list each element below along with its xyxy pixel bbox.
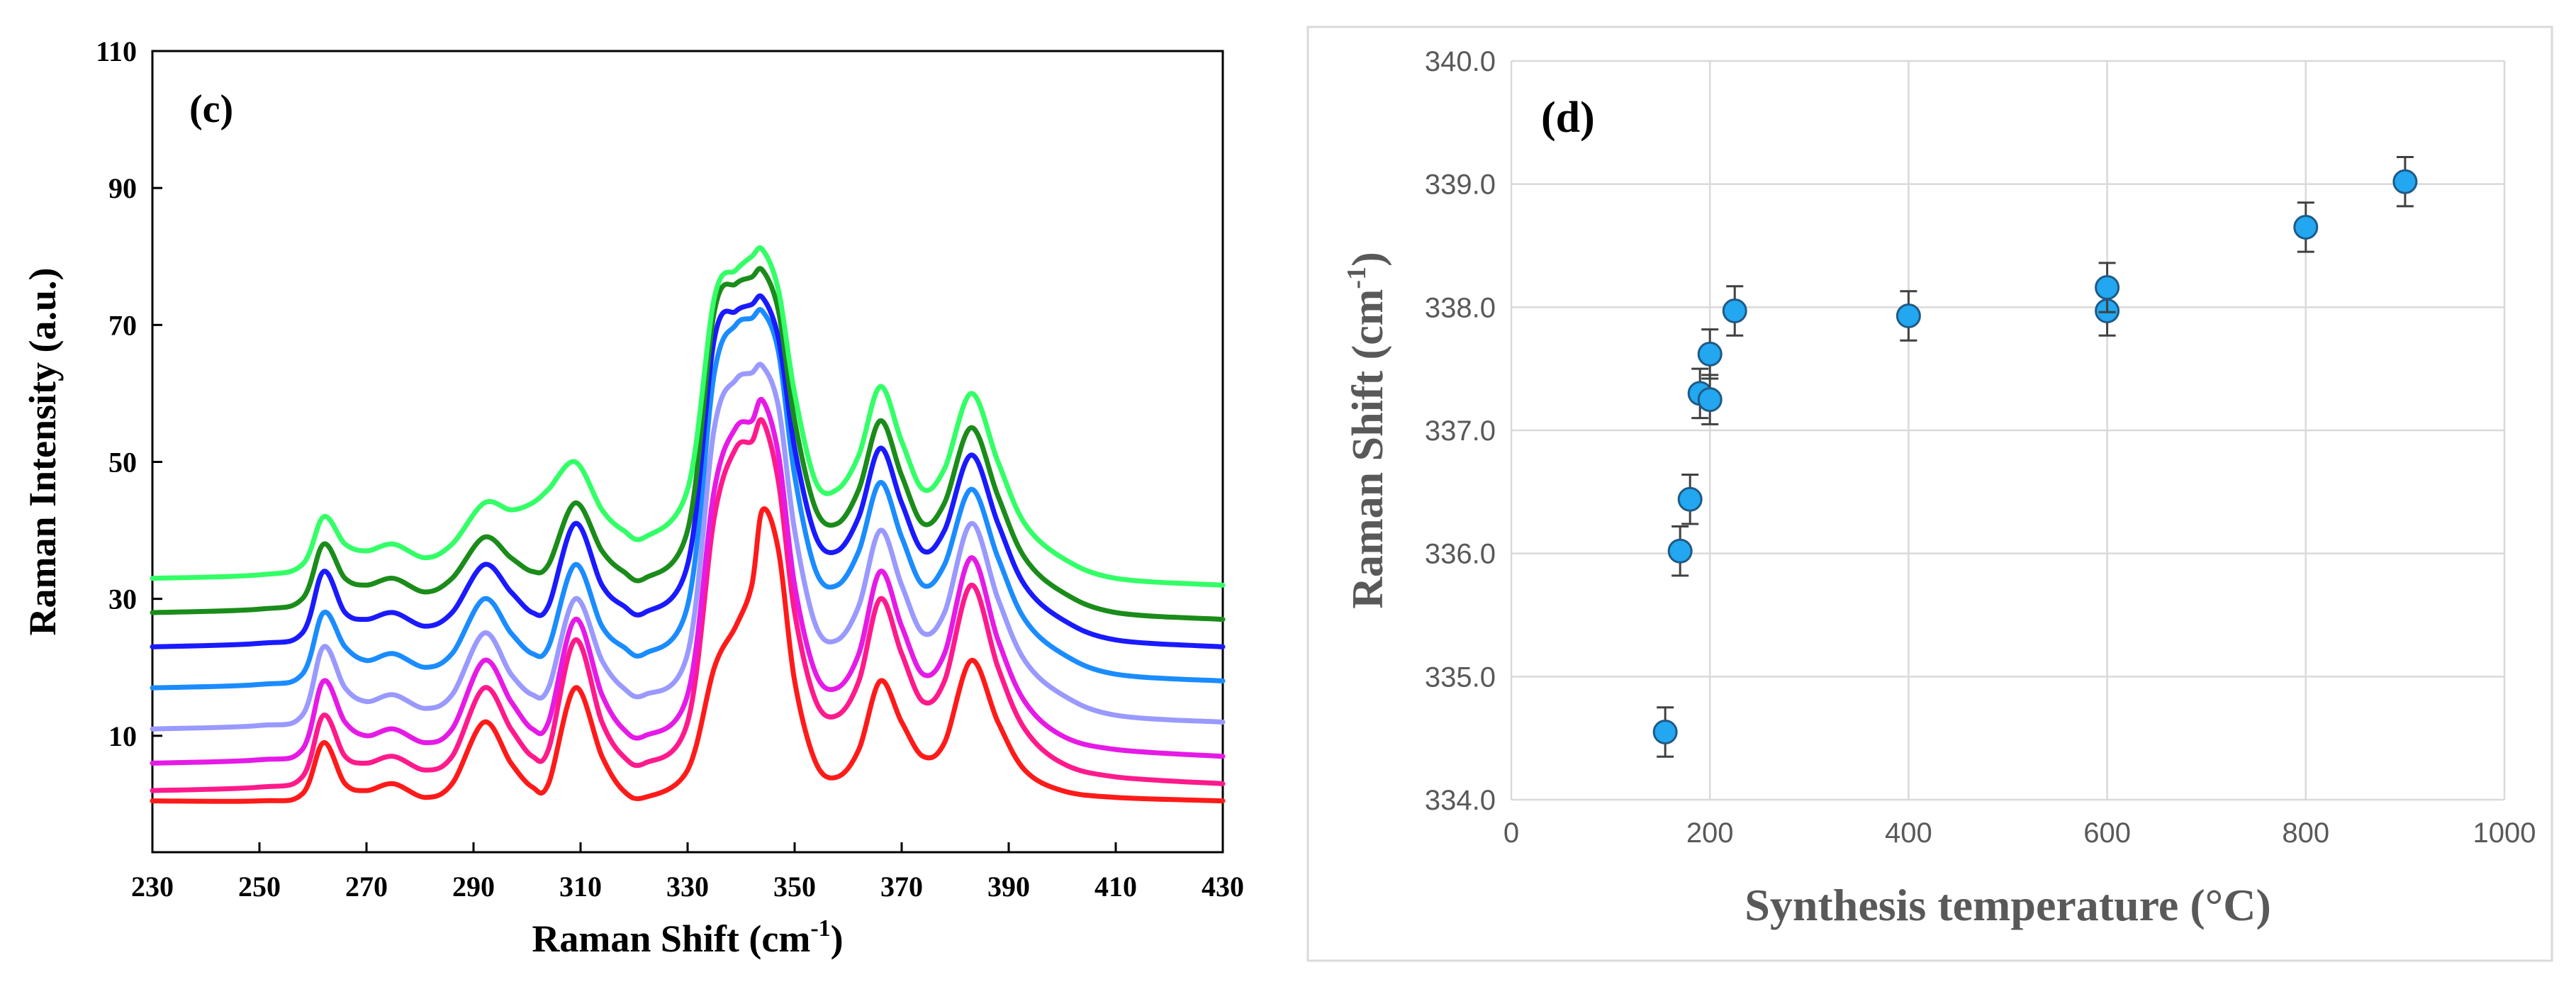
panel-d-x-tick-label: 400 (1885, 817, 1932, 849)
panel-d-data-point (2095, 275, 2120, 301)
panel-c-x-tick-label: 270 (345, 871, 388, 903)
panel-c-label: (c) (189, 87, 233, 131)
panel-d-data-point (1652, 719, 1678, 744)
panel-d-data-point (1677, 486, 1703, 512)
panel-c-x-tick-label: 390 (987, 871, 1030, 903)
panel-d-data-point (1722, 298, 1747, 324)
panel-d-y-tick-label: 334.0 (1425, 785, 1496, 816)
panel-c-spectrum-line-4 (150, 362, 1226, 732)
panel-c-y-tick-label: 110 (96, 35, 137, 67)
panel-c-x-axis-label-main: Raman Shift (cm (532, 917, 810, 960)
panel-d-x-tick-label: 600 (2083, 817, 2131, 849)
panel-c-x-axis-label-end: ) (831, 917, 844, 960)
panel-c-x-tick-label: 310 (559, 871, 602, 903)
panel-d-label: (d) (1541, 94, 1595, 142)
panel-c-y-tick-label: 70 (108, 309, 137, 341)
panel-c-x-tick-label: 370 (880, 871, 923, 903)
panel-d-y-axis-label-end: ) (1344, 252, 1392, 267)
panel-d-y-tick-label: 335.0 (1425, 661, 1496, 693)
panel-d-chart-frame (1306, 26, 2553, 962)
panel-d-data-point (2293, 214, 2319, 240)
panel-d-x-tick-label: 1000 (2473, 817, 2536, 849)
panel-c-x-axis-label: Raman Shift (cm-1) (532, 915, 843, 960)
panel-d-y-tick-label: 337.0 (1425, 415, 1496, 447)
panel-c-spectrum-line-8 (150, 245, 1226, 588)
panel-c-x-axis-label-sup: -1 (810, 915, 830, 942)
panel-c-y-tick-label: 10 (108, 720, 137, 752)
panel-d-y-axis-label-main: Raman Shift (cm (1344, 289, 1392, 609)
panel-c-spectrum-line-3 (150, 396, 1226, 766)
panel-d-y-axis-label-sup: -1 (1342, 267, 1372, 289)
panel-c-x-tick-label: 250 (238, 871, 281, 903)
panel-d-data-point (2392, 169, 2418, 194)
panel-d-y-axis-label: Raman Shift (cm-1) (1342, 252, 1392, 609)
panel-c-spectrum-line-2 (150, 417, 1226, 793)
panel-c-x-tick-label: 430 (1202, 871, 1244, 903)
panel-c-spectrum-line-5 (150, 307, 1226, 691)
panel-d-data-point (1895, 303, 1921, 328)
panel-d-y-tick-label: 339.0 (1425, 169, 1496, 201)
panel-c-x-tick-label: 290 (452, 871, 495, 903)
panel-c-spectrum-line-7 (150, 266, 1226, 622)
panel-d-data-point (1667, 538, 1693, 564)
panel-d-y-tick-label: 336.0 (1425, 539, 1496, 570)
panel-d-data-point (1697, 387, 1723, 413)
panel-c-y-tick-label: 30 (108, 583, 137, 615)
panel-d-y-tick-label: 340.0 (1425, 46, 1496, 77)
panel-d-x-tick-label: 0 (1503, 817, 1519, 849)
panel-c-x-tick-label: 230 (131, 871, 174, 903)
panel-c-chart: (c) Raman Intensity (a.u.) Raman Shift (… (21, 35, 1244, 960)
panel-c-x-tick-label: 350 (773, 871, 816, 903)
panel-c-y-tick-label: 90 (108, 172, 137, 204)
panel-c-y-tick-label: 50 (108, 446, 137, 478)
panel-d-data-point (1697, 341, 1723, 367)
panel-c-spectrum-line-6 (150, 293, 1226, 649)
panel-c-x-tick-label: 410 (1094, 871, 1137, 903)
panel-c-plot-frame (151, 50, 1224, 854)
panel-c-y-axis-label: Raman Intensity (a.u.) (21, 267, 64, 635)
panel-d-x-axis-label: Synthesis temperature (°C) (1745, 880, 2271, 930)
panel-c-spectrum-line-1 (150, 506, 1226, 804)
panel-d-y-tick-label: 338.0 (1425, 292, 1496, 323)
panel-c-x-tick-label: 330 (666, 871, 709, 903)
panel-d-chart: (d) Raman Shift (cm-1) Synthesis tempera… (1306, 26, 2553, 962)
panel-d-x-tick-label: 200 (1686, 817, 1734, 849)
panel-d-x-tick-label: 800 (2282, 817, 2329, 849)
